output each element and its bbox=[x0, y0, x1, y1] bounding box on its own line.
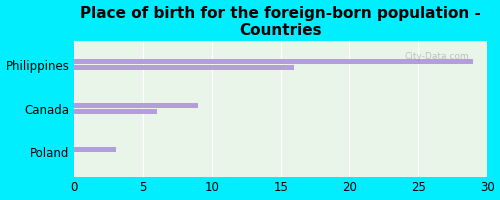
Text: City-Data.com: City-Data.com bbox=[404, 52, 469, 61]
Bar bbox=[74, 147, 116, 152]
Bar bbox=[74, 109, 157, 114]
Bar bbox=[74, 65, 294, 70]
Bar bbox=[74, 103, 198, 108]
Bar bbox=[74, 59, 473, 64]
Title: Place of birth for the foreign-born population -
Countries: Place of birth for the foreign-born popu… bbox=[80, 6, 481, 38]
